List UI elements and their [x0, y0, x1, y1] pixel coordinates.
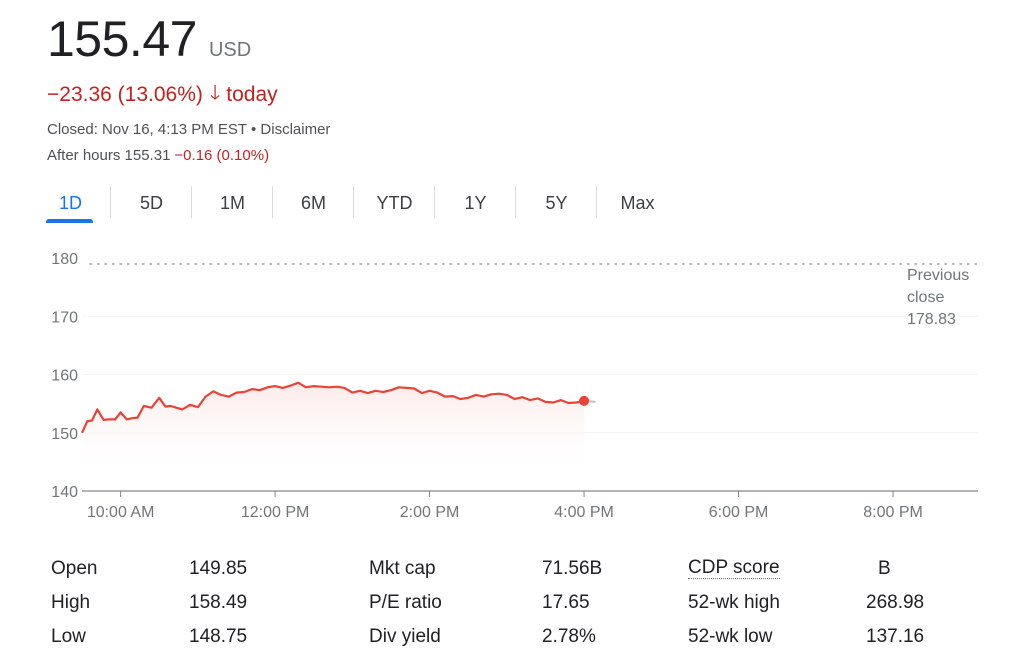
stat-label-cdp-score[interactable]: CDP score	[688, 557, 780, 579]
stat-label-pe-ratio: P/E ratio	[369, 592, 442, 613]
key-stats: Open 149.85 High 158.49 Low 148.75 Mkt c…	[0, 552, 1024, 652]
tab-1m[interactable]: 1M	[192, 186, 273, 220]
change-value: −23.36 (13.06%)	[47, 83, 203, 106]
stat-value-cdp-score: B	[878, 558, 891, 579]
stat-value-low: 148.75	[189, 626, 248, 647]
y-tick-label-180: 180	[51, 251, 78, 268]
tab-max[interactable]: Max	[620, 192, 655, 213]
price-change: −23.36 (13.06%) 🡓 today	[47, 78, 278, 112]
stat-value-52wk-low: 137.16	[866, 626, 925, 647]
currency-label: USD	[208, 39, 252, 61]
stat-value-mkt-cap: 71.56B	[542, 558, 603, 579]
y-tick-label-150: 150	[51, 426, 78, 443]
arrow-down-icon: 🡓	[209, 82, 221, 104]
previous-close-label-1: close	[907, 289, 944, 306]
y-tick-label-170: 170	[51, 309, 78, 326]
stat-label-open: Open	[51, 558, 98, 579]
after-hours-info: After hours 155.31 −0.16 (0.10%)	[47, 147, 269, 164]
y-tick-label-160: 160	[51, 368, 78, 385]
price-line	[81, 381, 585, 434]
stat-value-pe-ratio: 17.65	[542, 592, 590, 613]
stat-value-open: 149.85	[189, 558, 248, 579]
change-period: today	[226, 83, 278, 106]
previous-close-label-0: Previous	[907, 267, 969, 284]
price-chart[interactable]: 180 170 160 150 140 Previous close 178.83 10:00 …	[0, 240, 1024, 530]
after-hours-change: −0.16 (0.10%)	[174, 147, 270, 164]
previous-close-label-2: 178.83	[907, 311, 956, 328]
market-closed-info: Closed: Nov 16, 4:13 PM EST • Disclaimer	[47, 121, 331, 138]
tab-1d[interactable]: 1D	[30, 186, 111, 223]
stat-value-div-yield: 2.78%	[542, 626, 596, 647]
tab-5d[interactable]: 5D	[111, 186, 192, 220]
tab-5y[interactable]: 5Y	[516, 186, 597, 220]
x-tick-label-2: 2:00 PM	[400, 504, 460, 521]
quote-header: 155.47 USD	[47, 14, 251, 64]
current-price: 155.47	[47, 11, 197, 67]
stat-label-52wk-high: 52-wk high	[688, 592, 780, 613]
x-tick-label-0: 10:00 AM	[87, 504, 155, 521]
x-tick-label-1: 12:00 PM	[241, 504, 309, 521]
stat-label-low: Low	[51, 626, 86, 647]
stat-label-52wk-low: 52-wk low	[688, 626, 773, 647]
x-tick-label-5: 8:00 PM	[863, 504, 923, 521]
last-price-dot	[579, 395, 590, 406]
stat-label-div-yield: Div yield	[369, 626, 441, 647]
range-tabs: 1D 5D 1M 6M YTD 1Y 5Y Max	[30, 186, 678, 223]
tab-ytd[interactable]: YTD	[354, 186, 435, 220]
tab-6m[interactable]: 6M	[273, 186, 354, 220]
x-tick-label-3: 4:00 PM	[554, 504, 614, 521]
stat-value-52wk-high: 268.98	[866, 592, 925, 613]
stat-value-high: 158.49	[189, 592, 248, 613]
after-hours-price: After hours 155.31	[47, 147, 171, 164]
tab-1y[interactable]: 1Y	[435, 186, 516, 220]
stat-label-mkt-cap: Mkt cap	[369, 558, 436, 579]
y-tick-label-140: 140	[51, 484, 78, 501]
stat-label-high: High	[51, 592, 91, 613]
x-tick-label-4: 6:00 PM	[709, 504, 769, 521]
price-area-fill	[82, 382, 585, 481]
